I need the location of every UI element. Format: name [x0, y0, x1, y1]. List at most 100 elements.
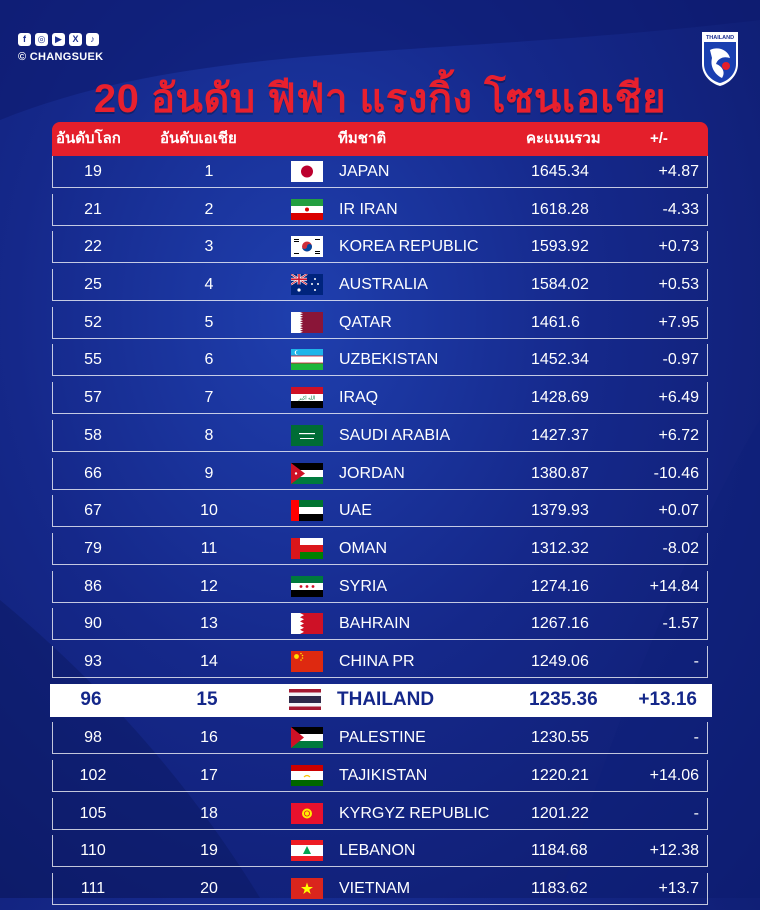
- change: +13.16: [638, 688, 697, 710]
- table-row: 111 20 VIETNAM 1183.62 +13.7: [52, 873, 708, 906]
- world-rank: 96: [80, 688, 102, 710]
- world-rank: 90: [84, 615, 102, 633]
- table-row: 102 17 TAJIKISTAN 1220.21 +14.06: [52, 760, 708, 792]
- iraq-flag-icon: الله اكبر: [291, 387, 323, 409]
- syria-flag-icon: [291, 575, 323, 597]
- uae-flag-icon: [291, 500, 323, 522]
- team-name: SYRIA: [339, 577, 388, 595]
- world-rank: 19: [84, 163, 102, 180]
- change: -10.46: [653, 464, 699, 482]
- saudi-flag-icon: [291, 424, 323, 446]
- points: 1201.22: [531, 804, 589, 822]
- asia-rank: 20: [200, 880, 218, 898]
- points: 1249.06: [531, 652, 589, 670]
- team-name: THAILAND: [337, 688, 435, 710]
- world-rank: 105: [79, 804, 107, 822]
- table-row: 19 1 JAPAN 1645.34 +4.87: [52, 156, 708, 188]
- points: 1645.34: [531, 163, 589, 180]
- world-rank: 111: [80, 880, 106, 898]
- asia-rank: 8: [204, 426, 214, 444]
- lebanon-flag-icon: [291, 840, 323, 862]
- change: -: [693, 652, 699, 670]
- points: 1452.34: [531, 351, 589, 369]
- header-change: +/-: [650, 130, 668, 147]
- world-rank: 79: [84, 539, 102, 557]
- change: -: [693, 729, 699, 747]
- table-row: 57 7 الله اكبر IRAQ 1428.69 +6.49: [52, 382, 708, 415]
- change: +14.06: [649, 767, 699, 784]
- points: 1593.92: [531, 238, 589, 256]
- social-icons: f ◎ ▶ X ♪: [18, 33, 99, 46]
- qatar-flag-icon: [291, 311, 323, 333]
- points: 1380.87: [531, 464, 589, 482]
- table-row: 52 5 QATAR 1461.6 +7.95: [52, 306, 708, 339]
- points: 1184.68: [531, 842, 588, 860]
- asia-rank: 2: [204, 200, 214, 218]
- table-row: 22 3 KOREA REPUBLIC 1593.92 +0.73: [52, 231, 708, 264]
- team-name: VIETNAM: [339, 880, 411, 898]
- table-row: 110 19 LEBANON 1184.68 +12.38: [52, 835, 708, 868]
- header-asia-rank: อันดับเอเชีย: [160, 130, 237, 147]
- points: 1220.21: [531, 767, 589, 784]
- facebook-icon: f: [18, 33, 31, 46]
- asia-rank: 18: [200, 804, 218, 822]
- asia-rank: 3: [204, 238, 214, 256]
- team-name: KOREA REPUBLIC: [339, 238, 479, 256]
- change: -1.57: [662, 615, 699, 633]
- world-rank: 55: [84, 351, 102, 369]
- table-row: 79 11 OMAN 1312.32 -8.02: [52, 532, 708, 565]
- change: +12.38: [649, 842, 699, 860]
- social-handle: © CHANGSUEK: [18, 51, 104, 63]
- asia-rank: 19: [200, 842, 218, 860]
- change: +7.95: [658, 313, 699, 331]
- table-row: 66 9 JORDAN 1380.87 -10.46: [52, 457, 708, 490]
- change: +4.87: [658, 163, 699, 180]
- thailand-fa-logo: THAILAND: [702, 32, 738, 86]
- team-name: PALESTINE: [339, 729, 426, 747]
- change: +14.84: [649, 577, 699, 595]
- svg-text:الله اكبر: الله اكبر: [298, 396, 316, 402]
- table-row: 25 4 AUSTRALIA 1584.02 +0.53: [52, 269, 708, 302]
- table-row: 86 12 SYRIA 1274.16 +14.84: [52, 570, 708, 603]
- points: 1428.69: [531, 389, 589, 407]
- team-name: AUSTRALIA: [339, 276, 428, 294]
- page-title: 20 อันดับ ฟีฟ่า แรงกิ้ง โซนเอเชีย: [93, 77, 667, 121]
- asia-rank: 1: [204, 163, 214, 180]
- team-name: UZBEKISTAN: [339, 351, 439, 369]
- table-row: 96 15 THAILAND 1235.36 +13.16: [50, 683, 712, 717]
- table-row: 21 2 IR IRAN 1618.28 -4.33: [52, 193, 708, 226]
- points: 1274.16: [531, 577, 589, 595]
- change: -4.33: [662, 200, 699, 218]
- change: -0.97: [662, 351, 699, 369]
- header-team: ทีมชาติ: [338, 130, 387, 147]
- team-name: JORDAN: [339, 464, 405, 482]
- asia-rank: 9: [204, 464, 214, 482]
- palestine-flag-icon: [291, 727, 323, 749]
- world-rank: 67: [84, 502, 102, 520]
- team-name: IRAQ: [339, 389, 379, 407]
- points: 1379.93: [531, 502, 589, 520]
- asia-rank: 12: [200, 577, 218, 595]
- table-row: 58 8 SAUDI ARABIA 1427.37 +6.72: [52, 419, 708, 452]
- asia-rank: 17: [200, 767, 218, 784]
- kyrgyz-flag-icon: [291, 802, 323, 824]
- jordan-flag-icon: [291, 462, 323, 484]
- x-icon: X: [69, 33, 82, 46]
- team-name: IR IRAN: [339, 200, 398, 218]
- china-flag-icon: [291, 650, 323, 672]
- change: +6.72: [658, 426, 699, 444]
- points: 1230.55: [531, 729, 589, 747]
- tajikistan-flag-icon: [291, 765, 323, 786]
- header-points: คะแนนรวม: [526, 130, 601, 147]
- table-row: 55 6 UZBEKISTAN 1452.34 -0.97: [52, 344, 708, 377]
- world-rank: 21: [84, 200, 102, 218]
- world-rank: 98: [84, 729, 102, 747]
- world-rank: 102: [79, 767, 107, 784]
- points: 1618.28: [531, 200, 589, 218]
- team-name: LEBANON: [339, 842, 416, 860]
- world-rank: 86: [84, 577, 102, 595]
- team-name: BAHRAIN: [339, 615, 411, 633]
- asia-rank: 4: [204, 276, 214, 294]
- table-row: 93 14 CHINA PR 1249.06 -: [52, 645, 708, 678]
- world-rank: 52: [84, 313, 102, 331]
